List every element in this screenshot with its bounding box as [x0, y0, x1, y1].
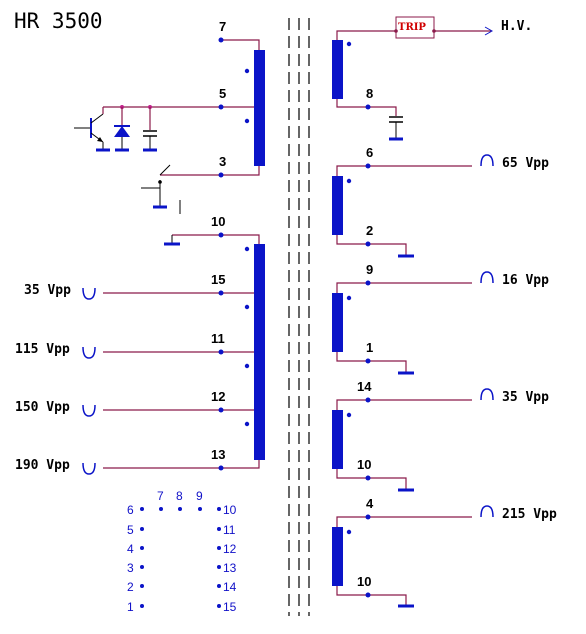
pinout-label: 3	[127, 561, 134, 575]
pulse-waveform-icon	[480, 271, 494, 284]
voltage-label-pin12: 150 Vpp	[15, 400, 70, 415]
left-secondary-coil	[254, 244, 265, 460]
left-secondary-winding: 10 15 35 Vpp 11 115 Vpp 12 150 Vpp 13 19…	[15, 214, 265, 475]
pin-3-label: 3	[219, 154, 226, 169]
right-winding-16vpp: 9 1 16 Vpp	[332, 262, 549, 375]
pulse-waveform-icon	[480, 388, 494, 401]
pinout-label: 13	[223, 561, 237, 575]
voltage-label-pin4: 215 Vpp	[502, 507, 557, 522]
pulse-waveform-icon	[480, 154, 494, 167]
pin-6-label: 6	[366, 145, 373, 160]
voltage-label-pin15: 35 Vpp	[24, 283, 71, 298]
hv-winding: TRIP H.V. 8	[332, 16, 532, 141]
trip-box	[395, 16, 435, 39]
hv-coil	[332, 40, 343, 99]
pinout-label: 4	[127, 542, 134, 556]
pin-11-label: 11	[211, 331, 225, 346]
pinout-label: 9	[196, 489, 203, 503]
voltage-label-pin14: 35 Vpp	[502, 390, 549, 405]
pinout-label: 12	[223, 542, 237, 556]
right-winding-215vpp: 4 10 215 Vpp	[332, 496, 557, 608]
pin3-switch-ground	[141, 164, 181, 214]
pinout-label: 8	[176, 489, 183, 503]
pinout-label: 14	[223, 580, 237, 594]
drive-stage	[74, 105, 157, 152]
pinout-label: 2	[127, 580, 134, 594]
voltage-label-pin13: 190 Vpp	[15, 458, 70, 473]
voltage-label-pin11: 115 Vpp	[15, 342, 70, 357]
hv-label: H.V.	[501, 19, 532, 34]
voltage-label-pin6: 65 Vpp	[502, 156, 549, 171]
pulse-waveform-icon	[82, 287, 96, 300]
pinout-label: 11	[223, 523, 236, 537]
pulse-waveform-icon	[82, 404, 96, 417]
transistor-symbol	[74, 107, 110, 152]
pin-14-label: 14	[357, 379, 372, 394]
pinout-label: 10	[223, 503, 237, 517]
pin-2-label: 2	[366, 223, 373, 238]
pulse-waveform-icon	[480, 505, 494, 518]
pin-9-label: 9	[366, 262, 373, 277]
pin-10-bottom-label: 10	[357, 574, 371, 589]
pin-12-label: 12	[211, 389, 225, 404]
pinout-label: 1	[127, 600, 134, 614]
right-winding-35vpp: 14 10 35 Vpp	[332, 379, 549, 492]
pin-8-label: 8	[366, 86, 373, 101]
pinout-label: 5	[127, 523, 134, 537]
pin-15-label: 15	[211, 272, 225, 287]
pin-10-label: 10	[211, 214, 225, 229]
pulse-waveform-icon	[82, 346, 96, 359]
pin-13-label: 13	[211, 447, 225, 462]
pin-1-label: 1	[366, 340, 373, 355]
arrow-right-icon	[484, 26, 494, 36]
diagram-title: HR 3500	[14, 9, 103, 33]
voltage-label-pin9: 16 Vpp	[502, 273, 549, 288]
primary-coil	[254, 50, 265, 166]
pinout-label: 15	[223, 600, 237, 614]
primary-winding: 7 5 3	[103, 19, 265, 178]
right-winding-65vpp: 6 2 65 Vpp	[332, 145, 549, 258]
pin-4-label: 4	[366, 496, 374, 511]
pinout-label: 7	[157, 489, 164, 503]
pin-10-right-label: 10	[357, 457, 371, 472]
tuning-capacitor	[143, 105, 157, 152]
pin-5-label: 5	[219, 86, 226, 101]
pinout-diagram: 6 5 4 3 2 1 7 8 9 10 11 12 13 14 15	[127, 489, 237, 614]
pulse-waveform-icon	[82, 462, 96, 475]
pin-7-label: 7	[219, 19, 226, 34]
transformer-core	[288, 18, 310, 616]
trip-label: TRIP	[398, 22, 426, 33]
pinout-label: 6	[127, 503, 134, 517]
damper-diode	[114, 105, 130, 152]
